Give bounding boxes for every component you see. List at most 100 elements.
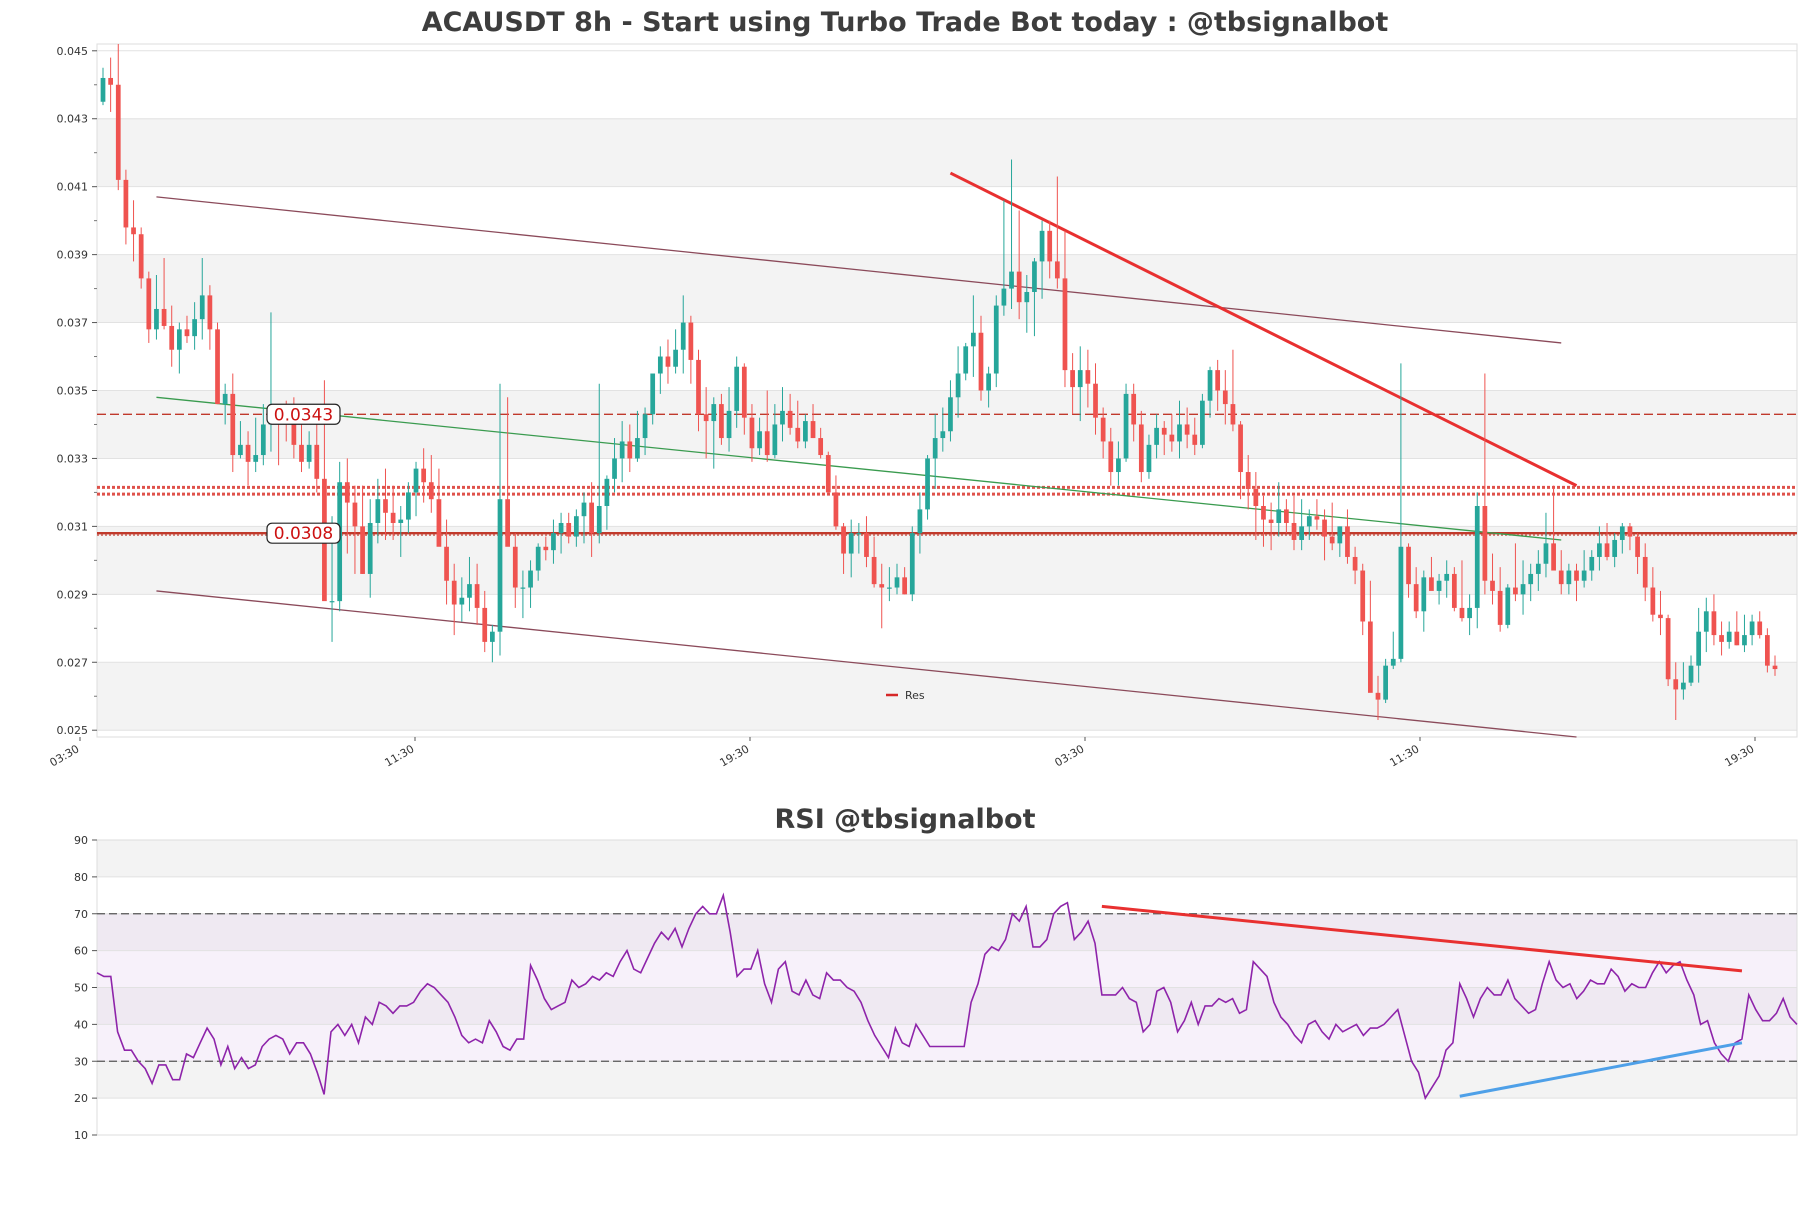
candle-body [1039,230,1045,262]
candle-body [1054,261,1060,279]
candle-body [1131,393,1137,425]
candle-body [421,468,427,483]
candle-body [573,516,579,537]
candle-body [696,359,701,415]
rsi-ytick-label: 30 [74,1055,88,1068]
candle-body [1154,427,1159,445]
candle-body [619,441,625,459]
price-ytick-label: 0.039 [57,249,89,262]
candle-body [818,438,824,456]
candle-body [757,431,762,449]
candle-body [192,319,197,337]
candle-body [1337,526,1343,544]
candle-body [1284,509,1289,523]
candle-body [1535,563,1541,574]
candle-body [1497,590,1503,625]
price-gridlines [97,50,1797,731]
candle-body [780,410,785,425]
candle-body [314,444,320,479]
price-grid-bands [97,118,1797,731]
candle-body [1665,618,1671,680]
candle-body [161,308,167,326]
candle-body [299,444,304,462]
price-band [97,662,1797,731]
candle-body [1345,526,1350,557]
candle-body [1383,665,1388,700]
trendline-upper-channel [156,196,1562,344]
price-xtick-label: 19:30 [718,742,752,769]
candle-body [932,438,938,459]
price-ytick-label: 0.033 [57,452,89,465]
candle-body [329,601,335,603]
rsi-y-ticks: 10 20 30 40 50 60 70 80 90 [74,834,97,1142]
candle-body [688,322,694,360]
candle-body [787,410,793,428]
price-band [97,526,1797,595]
level-label-box [266,403,341,425]
candle-body [1421,577,1427,612]
candle-body [1520,584,1526,595]
price-ytick-label: 0.025 [57,724,89,737]
level-label-text: 0.0343 [274,405,333,425]
trendline-rsi-support [1459,1041,1743,1098]
price-panel: 0.025 0.027 0.029 0.031 0.033 0.035 0.037 0.039… [48,43,1798,769]
candle-body [1772,665,1778,670]
candle-body [825,455,831,493]
candle-body [1413,584,1419,612]
candle-body [1390,658,1396,666]
candle-body [1138,424,1144,473]
rsi-ytick-label: 60 [74,945,88,958]
rsi-panel: 10 20 30 40 50 60 70 80 90 [74,834,1798,1142]
candle-body [810,421,816,439]
candle-body [505,499,511,547]
price-ytick-label: 0.035 [57,385,89,398]
candle-body [1253,489,1259,506]
candle-body [1299,526,1305,540]
candle-body [245,444,251,462]
candle-body [589,502,594,534]
candle-body [344,482,350,503]
rsi-ytick-label: 10 [74,1129,88,1142]
candle-body [642,414,648,439]
candle-body [894,577,900,588]
price-ytick-label: 0.037 [57,317,89,330]
candle-body [1161,427,1167,435]
candle-body [650,373,656,415]
rsi-band [97,840,1797,877]
candle-body [1604,543,1610,557]
level-label-text: 0.0308 [274,524,333,544]
candle-body [230,393,236,456]
candle-body [1482,506,1488,581]
level-label-box [266,522,341,544]
candle-body [986,373,991,391]
trendline-res-line [949,171,1578,487]
candle-body [444,546,449,581]
candle-body [138,234,144,279]
candle-body [833,492,839,527]
candle-body [1688,665,1694,683]
candle-body [741,366,747,418]
candle-body [497,499,503,632]
rsi-chart-title: RSI @tbsignalbot [774,804,1035,835]
candle-body [1146,444,1152,473]
candle-body [184,329,190,337]
candle-body [1375,692,1381,700]
candle-body [1406,546,1411,585]
candle-body [543,546,549,551]
candle-body [1429,577,1434,591]
candle-body [879,584,885,588]
candle-body [490,631,495,642]
candle-body [978,332,984,391]
price-ytick-label: 0.029 [57,588,89,601]
price-y-ticks: 0.025 0.027 0.029 0.031 0.033 0.035 0.037 0.039… [57,45,97,737]
candle-body [406,492,411,520]
candle-body [451,580,457,605]
candle-body [1268,519,1274,523]
candle-body [612,458,617,479]
candle-body [1673,679,1679,690]
candle-body [596,506,602,534]
candle-body [1558,570,1564,585]
candle-body [1070,370,1075,388]
candle-body [413,468,419,493]
candle-body [428,482,434,500]
